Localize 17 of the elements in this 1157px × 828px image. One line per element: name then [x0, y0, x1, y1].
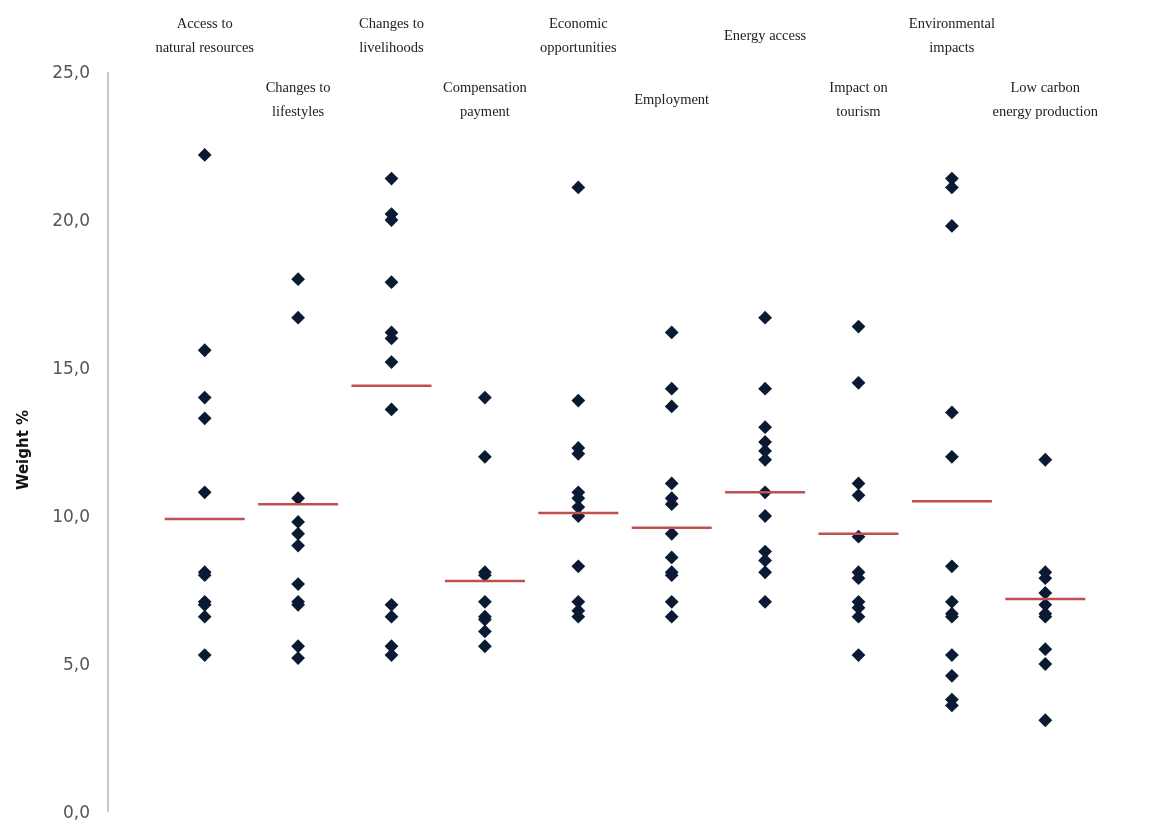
- y-tick-label: 5,0: [62, 653, 90, 674]
- x-tick-label: Employment: [634, 91, 710, 107]
- x-tick-label: Economic opportunities: [540, 15, 617, 55]
- x-tick-label: Impact on tourism: [829, 79, 889, 119]
- x-tick-label: Changes to livelihoods: [359, 15, 425, 55]
- x-tick-label: Environmental impacts: [908, 15, 995, 55]
- y-tick-label: 15,0: [52, 357, 90, 378]
- x-tick-label: Access to natural resources: [155, 15, 255, 55]
- y-tick-label: 0,0: [62, 801, 90, 822]
- y-axis-title: Weight %: [14, 409, 32, 491]
- y-tick-label: 25,0: [52, 61, 90, 82]
- x-tick-label: Compensation payment: [443, 79, 528, 119]
- y-tick-label: 20,0: [52, 209, 90, 230]
- x-tick-label: Low carbon energy production: [992, 79, 1099, 119]
- x-tick-label: Energy access: [723, 27, 807, 43]
- x-tick-label: Changes to lifestyles: [265, 79, 331, 119]
- y-tick-label: 10,0: [52, 505, 90, 526]
